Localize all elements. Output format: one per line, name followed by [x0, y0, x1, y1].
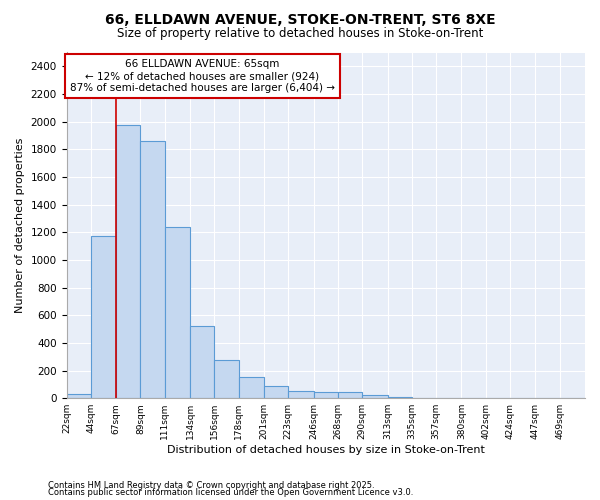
Text: Contains public sector information licensed under the Open Government Licence v3: Contains public sector information licen… — [48, 488, 413, 497]
Bar — [314, 392, 338, 398]
Bar — [388, 397, 412, 398]
X-axis label: Distribution of detached houses by size in Stoke-on-Trent: Distribution of detached houses by size … — [167, 445, 485, 455]
Bar — [91, 236, 116, 398]
Bar — [116, 125, 140, 398]
Bar — [214, 360, 239, 398]
Bar — [140, 141, 165, 398]
Bar — [362, 396, 388, 398]
Bar — [165, 226, 190, 398]
Bar — [288, 392, 314, 398]
Text: 66 ELLDAWN AVENUE: 65sqm
← 12% of detached houses are smaller (924)
87% of semi-: 66 ELLDAWN AVENUE: 65sqm ← 12% of detach… — [70, 60, 335, 92]
Y-axis label: Number of detached properties: Number of detached properties — [15, 138, 25, 313]
Bar — [239, 378, 264, 398]
Bar — [338, 392, 362, 398]
Bar — [67, 394, 91, 398]
Bar — [264, 386, 288, 398]
Text: Contains HM Land Registry data © Crown copyright and database right 2025.: Contains HM Land Registry data © Crown c… — [48, 480, 374, 490]
Bar — [190, 326, 214, 398]
Text: 66, ELLDAWN AVENUE, STOKE-ON-TRENT, ST6 8XE: 66, ELLDAWN AVENUE, STOKE-ON-TRENT, ST6 … — [104, 12, 496, 26]
Text: Size of property relative to detached houses in Stoke-on-Trent: Size of property relative to detached ho… — [117, 28, 483, 40]
